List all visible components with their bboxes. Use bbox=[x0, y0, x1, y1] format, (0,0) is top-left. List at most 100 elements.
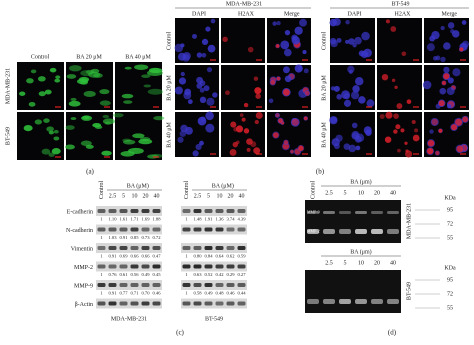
treatment-label: BA (μm) bbox=[350, 248, 371, 255]
unit-label: KDa bbox=[444, 265, 456, 271]
band-value: 0.59 bbox=[237, 254, 246, 259]
foci bbox=[381, 73, 389, 81]
band bbox=[141, 209, 150, 213]
band-value: 0.46 bbox=[226, 291, 235, 296]
nucleus bbox=[336, 37, 342, 43]
marker-label: 95 bbox=[447, 207, 453, 213]
gel-band bbox=[355, 211, 367, 214]
band-value: 3.74 bbox=[226, 217, 235, 222]
band bbox=[204, 227, 213, 232]
nucleus bbox=[205, 123, 215, 133]
band-value: 0.49 bbox=[204, 291, 213, 296]
blot-strip bbox=[96, 280, 162, 290]
band-value: 1.71 bbox=[130, 217, 139, 222]
band bbox=[237, 301, 246, 306]
nucleus bbox=[443, 42, 451, 50]
gel-band bbox=[339, 211, 351, 214]
nucleus bbox=[212, 92, 218, 98]
nucleus bbox=[192, 33, 197, 39]
gel-band bbox=[371, 299, 383, 304]
band-value: 0.66 bbox=[141, 254, 150, 259]
band-value: 1 bbox=[100, 291, 103, 296]
cell-line-label: BT-549 bbox=[205, 316, 223, 322]
band bbox=[237, 246, 246, 250]
foci bbox=[404, 141, 408, 145]
blot-strip bbox=[96, 298, 162, 309]
band-value: 0.70 bbox=[141, 291, 150, 296]
cell bbox=[76, 78, 89, 85]
foci bbox=[246, 147, 251, 152]
band bbox=[108, 283, 117, 287]
band bbox=[119, 209, 128, 213]
foci bbox=[275, 44, 280, 48]
micrograph bbox=[267, 18, 311, 63]
image-background bbox=[221, 18, 265, 63]
cell bbox=[30, 69, 37, 74]
band-value: 1 bbox=[100, 235, 103, 240]
micrograph bbox=[329, 112, 375, 157]
nucleus bbox=[178, 77, 187, 85]
row-label: BA 20 μM bbox=[166, 75, 172, 101]
nucleus bbox=[205, 26, 211, 32]
band bbox=[119, 264, 128, 269]
dose-label: 10 bbox=[358, 260, 364, 266]
band bbox=[193, 301, 202, 306]
gel-band bbox=[339, 299, 351, 304]
foci bbox=[384, 136, 392, 143]
band bbox=[130, 227, 139, 232]
band-value: 0.42 bbox=[215, 272, 224, 277]
nucleus bbox=[283, 66, 290, 74]
foci bbox=[241, 117, 246, 122]
band bbox=[226, 227, 235, 232]
band-value: 1 bbox=[185, 291, 188, 296]
band-value: 0.84 bbox=[204, 254, 213, 259]
panel-label: (c) bbox=[176, 329, 184, 337]
micrograph bbox=[66, 62, 113, 110]
foci bbox=[282, 143, 290, 150]
row-label: MDA-MB-231 bbox=[5, 68, 11, 104]
band-value: 1.36 bbox=[215, 217, 224, 222]
foci bbox=[283, 140, 289, 145]
band bbox=[119, 301, 128, 306]
micrograph bbox=[115, 62, 164, 110]
nucleus bbox=[276, 21, 281, 26]
band bbox=[152, 264, 161, 269]
dose-label: 20 bbox=[374, 190, 380, 196]
band-value: 4.39 bbox=[237, 217, 246, 222]
cell bbox=[80, 140, 92, 147]
foci bbox=[379, 114, 385, 119]
band bbox=[119, 246, 128, 250]
nucleus bbox=[439, 87, 447, 95]
cell bbox=[93, 73, 103, 78]
cell bbox=[147, 88, 164, 95]
cell bbox=[143, 84, 152, 88]
band-value: 0.56 bbox=[130, 272, 139, 277]
marker-label: 55 bbox=[447, 235, 453, 241]
band-value: 0.48 bbox=[215, 291, 224, 296]
cell bbox=[99, 100, 111, 106]
nucleus bbox=[426, 43, 435, 52]
foci bbox=[275, 113, 280, 118]
nucleus bbox=[352, 85, 360, 93]
dose-label: 2.5 bbox=[325, 260, 333, 266]
image-background bbox=[377, 65, 422, 110]
band bbox=[97, 209, 106, 213]
foci bbox=[395, 124, 401, 130]
cell bbox=[102, 118, 115, 125]
nucleus bbox=[354, 135, 362, 143]
band bbox=[152, 209, 161, 213]
nucleus bbox=[184, 88, 192, 96]
nucleus bbox=[201, 38, 209, 46]
foci bbox=[441, 80, 446, 85]
nucleus bbox=[345, 19, 350, 25]
nucleus bbox=[284, 30, 291, 36]
foci bbox=[303, 116, 308, 121]
band bbox=[215, 209, 224, 213]
lane-label: 20 bbox=[228, 193, 234, 199]
cell bbox=[43, 118, 50, 123]
foci bbox=[427, 148, 434, 155]
band bbox=[152, 227, 161, 232]
blot-strip bbox=[181, 224, 247, 235]
band-value: 0.62 bbox=[226, 254, 235, 259]
nucleus bbox=[329, 18, 337, 27]
